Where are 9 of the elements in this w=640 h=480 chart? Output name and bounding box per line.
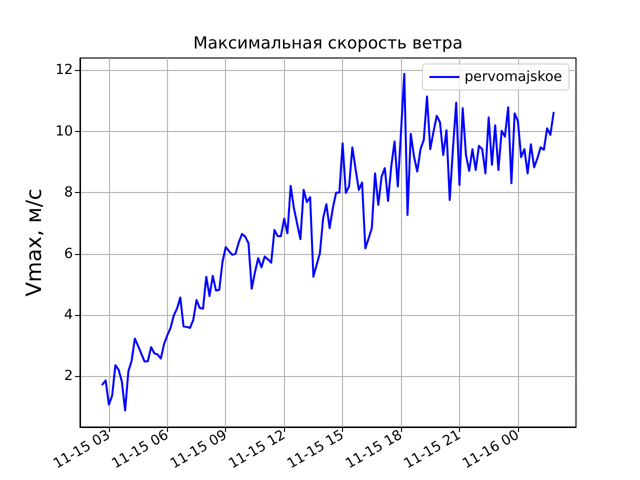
- y-tick-label: 2: [64, 368, 73, 384]
- y-tick-label: 6: [64, 246, 73, 262]
- y-tick-label: 12: [55, 62, 73, 78]
- y-tick-label: 8: [64, 184, 73, 201]
- y-axis-title: Vmax, м/с: [22, 188, 46, 296]
- y-tick-label: 4: [64, 307, 74, 324]
- chart-title: Максимальная скорость ветра: [193, 32, 463, 52]
- y-tick-label: 10: [55, 123, 73, 140]
- legend-label: pervomajskoe: [464, 69, 562, 85]
